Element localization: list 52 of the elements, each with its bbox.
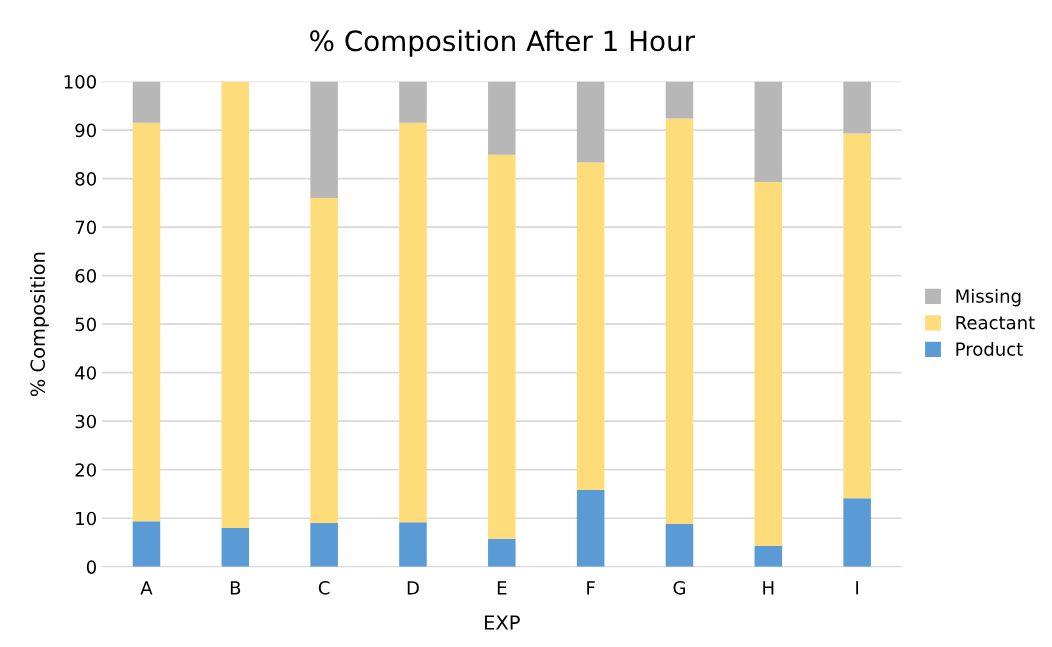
x-tick-label: E [497, 581, 507, 595]
x-tick-label: C [318, 580, 330, 595]
bar [754, 545, 783, 567]
y-tick-label: 40 [75, 366, 96, 380]
x-tick-label: F [587, 581, 595, 595]
bar [843, 81, 871, 134]
bar [399, 122, 427, 523]
bar [843, 133, 871, 499]
bar [754, 181, 783, 546]
chart-title: % Composition After 1 Hour [310, 29, 696, 57]
legend-label: Product [956, 341, 1023, 356]
y-tick-label: 0 [86, 560, 96, 574]
y-axis-title: % Composition [30, 252, 49, 397]
bar [488, 154, 516, 539]
bar [310, 81, 338, 198]
bar [665, 118, 694, 525]
y-tick-label: 60 [75, 269, 96, 283]
y-tick-label: 90 [75, 123, 96, 138]
bar [576, 490, 605, 567]
bar [399, 522, 427, 567]
bar [221, 81, 250, 528]
bar [132, 122, 161, 522]
bar [221, 527, 250, 567]
y-tick-label: 10 [76, 511, 96, 526]
bar [665, 524, 694, 567]
bar [488, 538, 516, 567]
y-tick-label: 50 [75, 317, 96, 332]
bar [310, 523, 338, 567]
x-tick-label: I [856, 581, 859, 595]
bar [576, 81, 605, 163]
bar [843, 498, 871, 567]
x-tick-label: B [230, 581, 241, 595]
y-tick-label: 80 [75, 172, 96, 186]
y-tick-label: 30 [75, 414, 96, 429]
x-tick-label: G [673, 580, 685, 595]
x-tick-label: A [140, 581, 153, 595]
x-tick-label: H [763, 581, 774, 595]
bar [665, 81, 694, 119]
bar [310, 197, 338, 524]
x-tick-label: D [407, 581, 419, 595]
x-axis-title: EXP [485, 615, 520, 630]
y-tick-label: 70 [75, 220, 96, 235]
y-tick-label: 100 [64, 74, 96, 89]
bar [488, 81, 516, 155]
legend-label: Reactant [956, 315, 1035, 330]
bar [754, 81, 783, 182]
legend-label: Missing [956, 288, 1021, 307]
bar [132, 81, 161, 123]
bar [132, 521, 161, 567]
bar [399, 81, 427, 123]
bar [576, 162, 605, 491]
y-tick-label: 20 [75, 463, 96, 477]
